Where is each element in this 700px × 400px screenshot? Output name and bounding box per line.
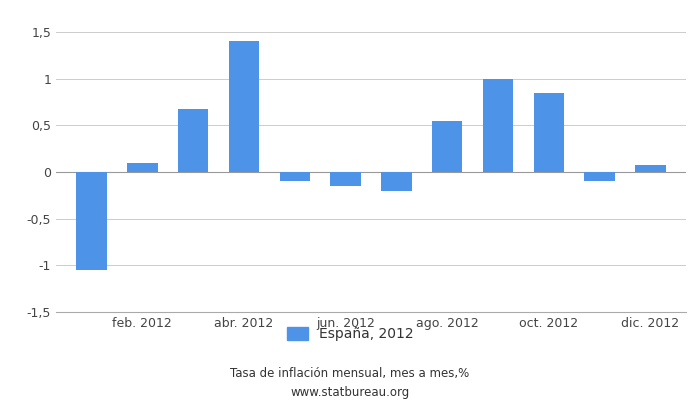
Text: Tasa de inflación mensual, mes a mes,%: Tasa de inflación mensual, mes a mes,% <box>230 368 470 380</box>
Bar <box>584 172 615 181</box>
Bar <box>229 41 259 172</box>
Bar <box>432 121 463 172</box>
Bar <box>635 166 666 172</box>
Bar <box>76 172 107 270</box>
Bar <box>279 172 310 181</box>
Text: www.statbureau.org: www.statbureau.org <box>290 386 410 399</box>
Bar <box>382 172 412 191</box>
Bar <box>533 93 564 172</box>
Bar <box>330 172 360 186</box>
Bar <box>178 110 209 172</box>
Bar <box>127 163 158 172</box>
Bar <box>483 79 513 172</box>
Legend: España, 2012: España, 2012 <box>287 327 413 341</box>
